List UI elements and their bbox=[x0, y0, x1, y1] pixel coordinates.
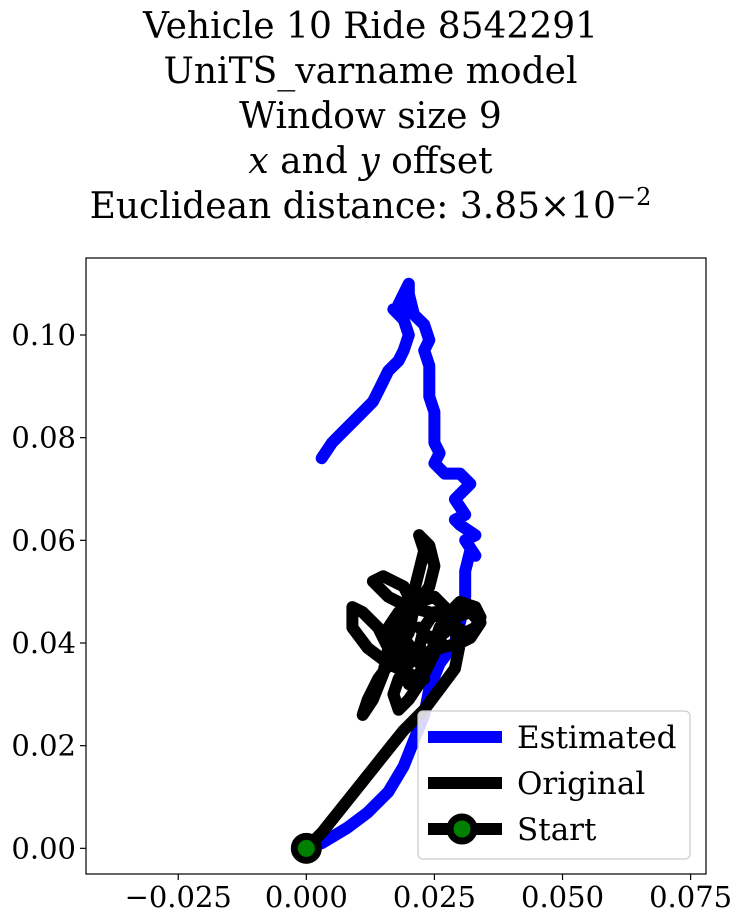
series-line-estimated bbox=[300, 277, 482, 855]
title-line-4: x and y offset bbox=[0, 139, 741, 184]
title-distance-prefix: Euclidean distance: 3.85 bbox=[89, 186, 541, 227]
title-x-var: x bbox=[248, 141, 269, 182]
legend: Estimated Original Start bbox=[417, 710, 691, 860]
x-tick-label: −0.025 bbox=[125, 880, 232, 914]
title-exponent: −2 bbox=[616, 183, 652, 211]
legend-label-estimated: Estimated bbox=[517, 720, 676, 756]
title-line-3: Window size 9 bbox=[239, 96, 502, 137]
chart-title: Vehicle 10 Ride 8542291 UniTS_varname mo… bbox=[0, 4, 741, 229]
x-tick-label: 0.050 bbox=[521, 880, 604, 914]
y-tick-label: 0.00 bbox=[11, 831, 76, 865]
y-axis-ticks: 0.00 0.02 0.04 0.06 0.08 0.10 bbox=[11, 318, 86, 865]
y-tick-label: 0.04 bbox=[11, 626, 76, 660]
y-tick-label: 0.08 bbox=[11, 421, 76, 455]
title-y-var: y bbox=[359, 141, 380, 182]
start-layer bbox=[290, 832, 322, 864]
legend-box bbox=[417, 710, 691, 860]
title-line-5: Euclidean distance: 3.85×10−2 bbox=[0, 184, 741, 229]
title-and: and bbox=[280, 141, 348, 182]
title-offset: offset bbox=[391, 141, 493, 182]
series-layer bbox=[300, 277, 487, 855]
legend-marker-start bbox=[446, 813, 478, 845]
start-marker bbox=[290, 832, 322, 864]
y-tick-label: 0.02 bbox=[11, 729, 76, 763]
title-line-1: Vehicle 10 Ride 8542291 bbox=[142, 6, 599, 47]
title-base: 10 bbox=[570, 186, 617, 227]
legend-label-original: Original bbox=[517, 766, 645, 802]
x-tick-label: 0.075 bbox=[649, 880, 732, 914]
series-line-original bbox=[300, 529, 487, 855]
x-tick-label: 0.000 bbox=[265, 880, 348, 914]
plot-frame bbox=[85, 257, 707, 875]
y-tick-label: 0.10 bbox=[11, 318, 76, 352]
x-tick-label: 0.025 bbox=[393, 880, 476, 914]
legend-label-start: Start bbox=[517, 812, 597, 848]
title-times-sign: × bbox=[540, 186, 571, 227]
title-line-2: UniTS_varname model bbox=[163, 51, 578, 92]
y-tick-label: 0.06 bbox=[11, 523, 76, 557]
x-axis-ticks: −0.025 0.000 0.025 0.050 0.075 bbox=[125, 874, 732, 914]
